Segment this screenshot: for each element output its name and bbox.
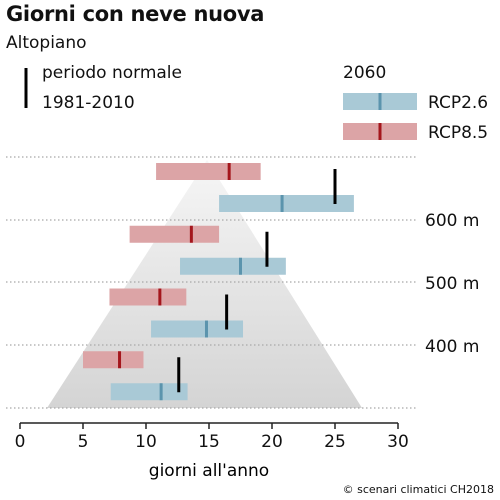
bar-rcp26-3 (110, 383, 188, 401)
bar-rcp85-2 (109, 288, 187, 306)
chart-subtitle: Altopiano (6, 33, 87, 53)
bar-rcp26-0 (219, 195, 354, 212)
mountain-shape (47, 160, 362, 408)
altitude-labels: 600 m 500 m 400 m (425, 211, 479, 357)
bar-rcp85-0 (156, 163, 261, 180)
x-tick-label-4: 20 (261, 432, 283, 452)
bar-rcp85-3 (83, 351, 144, 369)
x-axis-label: giorni all'anno (149, 461, 269, 481)
gridlines (6, 156, 418, 409)
altitude-label-2: 400 m (425, 337, 479, 357)
bar-rcp85-1 (129, 225, 220, 243)
chart-title: Giorni con neve nuova (6, 2, 265, 26)
range-bars (83, 163, 354, 401)
legend-year-label: 2060 (343, 63, 387, 83)
altitude-label-1: 500 m (425, 274, 479, 294)
legend-rcp26-label: RCP2.6 (428, 93, 489, 113)
bar-rcp26-1 (180, 257, 286, 275)
legend-rcp85-label: RCP8.5 (428, 123, 489, 143)
x-tick-label-6: 30 (387, 432, 409, 452)
x-tick-label-1: 5 (78, 432, 89, 452)
credit-text: © scenari climatici CH2018 (342, 483, 494, 496)
x-tick-label-2: 10 (135, 432, 157, 452)
legend-swatches (24, 68, 417, 140)
altitude-label-0: 600 m (425, 211, 479, 231)
legend-normal-label-2: 1981-2010 (42, 93, 135, 113)
x-axis: 0 5 10 15 20 25 30 (15, 422, 409, 452)
bar-rcp26-2 (151, 320, 244, 338)
x-tick-label-0: 0 (15, 432, 26, 452)
x-tick-label-5: 25 (324, 432, 346, 452)
legend-normal-label-1: periodo normale (42, 63, 182, 83)
x-tick-label-3: 15 (198, 432, 220, 452)
